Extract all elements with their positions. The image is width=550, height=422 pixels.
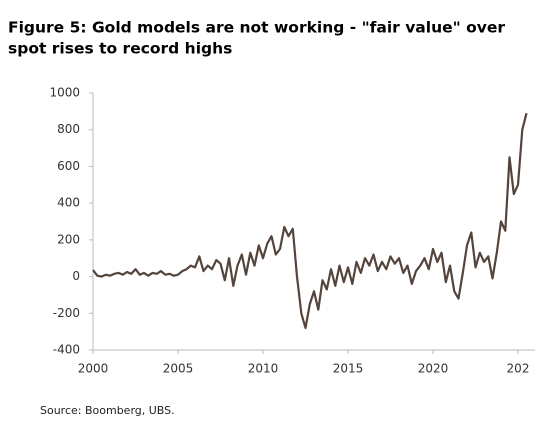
y-tick-label: -400 — [53, 343, 80, 357]
x-tick-label: 2000 — [78, 362, 109, 376]
y-tick-label: 800 — [57, 122, 80, 136]
y-tick-label: 200 — [57, 232, 80, 246]
data-line — [92, 112, 528, 330]
x-tick-label: 202 — [507, 362, 530, 376]
source-note: Source: Boomberg, UBS. — [40, 404, 175, 417]
y-tick-label: 600 — [57, 159, 80, 173]
y-tick-label: 400 — [57, 196, 80, 210]
x-tick-label: 2005 — [163, 362, 194, 376]
x-tick-label: 2010 — [248, 362, 279, 376]
chart-title: spot rises to record highs — [8, 40, 232, 58]
x-tick-label: 2020 — [418, 362, 449, 376]
y-tick-label: 0 — [72, 269, 80, 283]
chart-title: Figure 5: Gold models are not working - … — [8, 19, 505, 37]
x-tick-label: 2015 — [333, 362, 364, 376]
y-tick-label: 1000 — [49, 86, 80, 100]
y-tick-label: -200 — [53, 306, 80, 320]
